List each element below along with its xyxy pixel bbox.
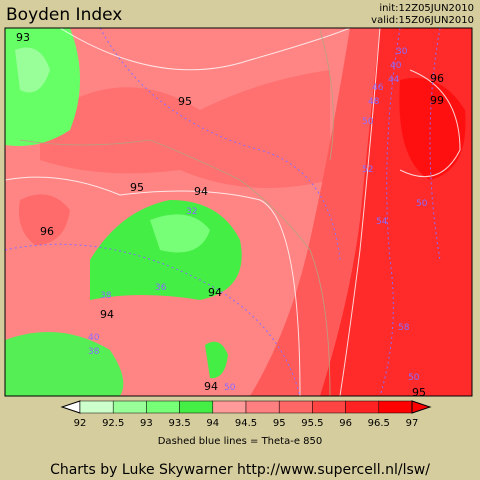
colorbar-tick-label: 95.5 [301, 418, 323, 429]
theta-label: 58 [398, 323, 410, 333]
contour-label: 99 [430, 94, 444, 107]
colorbar-bin [146, 400, 180, 414]
theta-label: 36 [155, 283, 167, 293]
valid-time: valid:15Z06JUN2010 [371, 15, 474, 26]
theta-label: 52 [362, 165, 373, 175]
theta-label: 40 [88, 333, 100, 343]
legend-caption: Dashed blue lines = Theta-e 850 [158, 436, 323, 447]
footer: Charts by Luke Skywarner http://www.supe… [50, 462, 430, 478]
colorbar: 92 92.5 93 93.5 94 94.5 95 95.5 96 96.5 97 [60, 400, 432, 429]
contour-label: 94 [208, 286, 222, 299]
theta-label: 50 [362, 117, 374, 127]
colorbar-bin [378, 400, 413, 414]
colorbar-bin [112, 400, 147, 414]
colorbar-tick-label: 92.5 [102, 418, 124, 429]
map-frame [4, 27, 473, 397]
title: Boyden Index [6, 5, 122, 25]
theta-label: 38 [88, 347, 100, 357]
colorbar-tick-label: 94 [206, 418, 219, 429]
colorbar-bin [79, 400, 114, 414]
theta-label: 46 [372, 83, 384, 93]
colorbar-bin [312, 400, 346, 414]
theta-label: 48 [368, 97, 380, 107]
theta-label: 54 [376, 217, 388, 227]
contour-label: 94 [100, 308, 114, 321]
theta-label: 50 [416, 199, 428, 209]
theta-label: 50 [224, 383, 236, 393]
contour-label: 94 [204, 380, 218, 393]
colorbar-tick-label: 95 [273, 418, 286, 429]
colorbar-bin [212, 400, 247, 414]
theta-label: 50 [408, 373, 420, 383]
theta-label: 30 [396, 47, 408, 57]
contour-label: 93 [16, 31, 30, 44]
contour-label: 95 [412, 386, 426, 399]
colorbar-tick-label: 93 [140, 418, 153, 429]
colorbar-tick-label: 93.5 [168, 418, 190, 429]
init-time: init:12Z05JUN2010 [379, 3, 474, 14]
contour-label: 95 [130, 181, 144, 194]
contour-label: 96 [40, 225, 54, 238]
colorbar-tick-label: 94.5 [235, 418, 257, 429]
theta-label: 44 [388, 75, 400, 85]
colorbar-tick-label: 96.5 [368, 418, 390, 429]
theta-label: 38 [100, 291, 112, 301]
colorbar-tick-label: 92 [74, 418, 87, 429]
colorbar-bin [278, 400, 313, 414]
theta-label: 40 [390, 61, 402, 71]
colorbar-tick-label: 97 [406, 418, 419, 429]
colorbar-bin [345, 400, 380, 414]
colorbar-arrow [411, 400, 432, 414]
theta-label: 32 [186, 207, 197, 217]
contour-label: 94 [194, 185, 208, 198]
colorbar-tick-label: 96 [339, 418, 352, 429]
map [5, 28, 472, 396]
colorbar-bin [179, 400, 214, 414]
colorbar-bin [245, 400, 280, 414]
contour-label: 96 [430, 72, 444, 85]
contour-label: 95 [178, 95, 192, 108]
